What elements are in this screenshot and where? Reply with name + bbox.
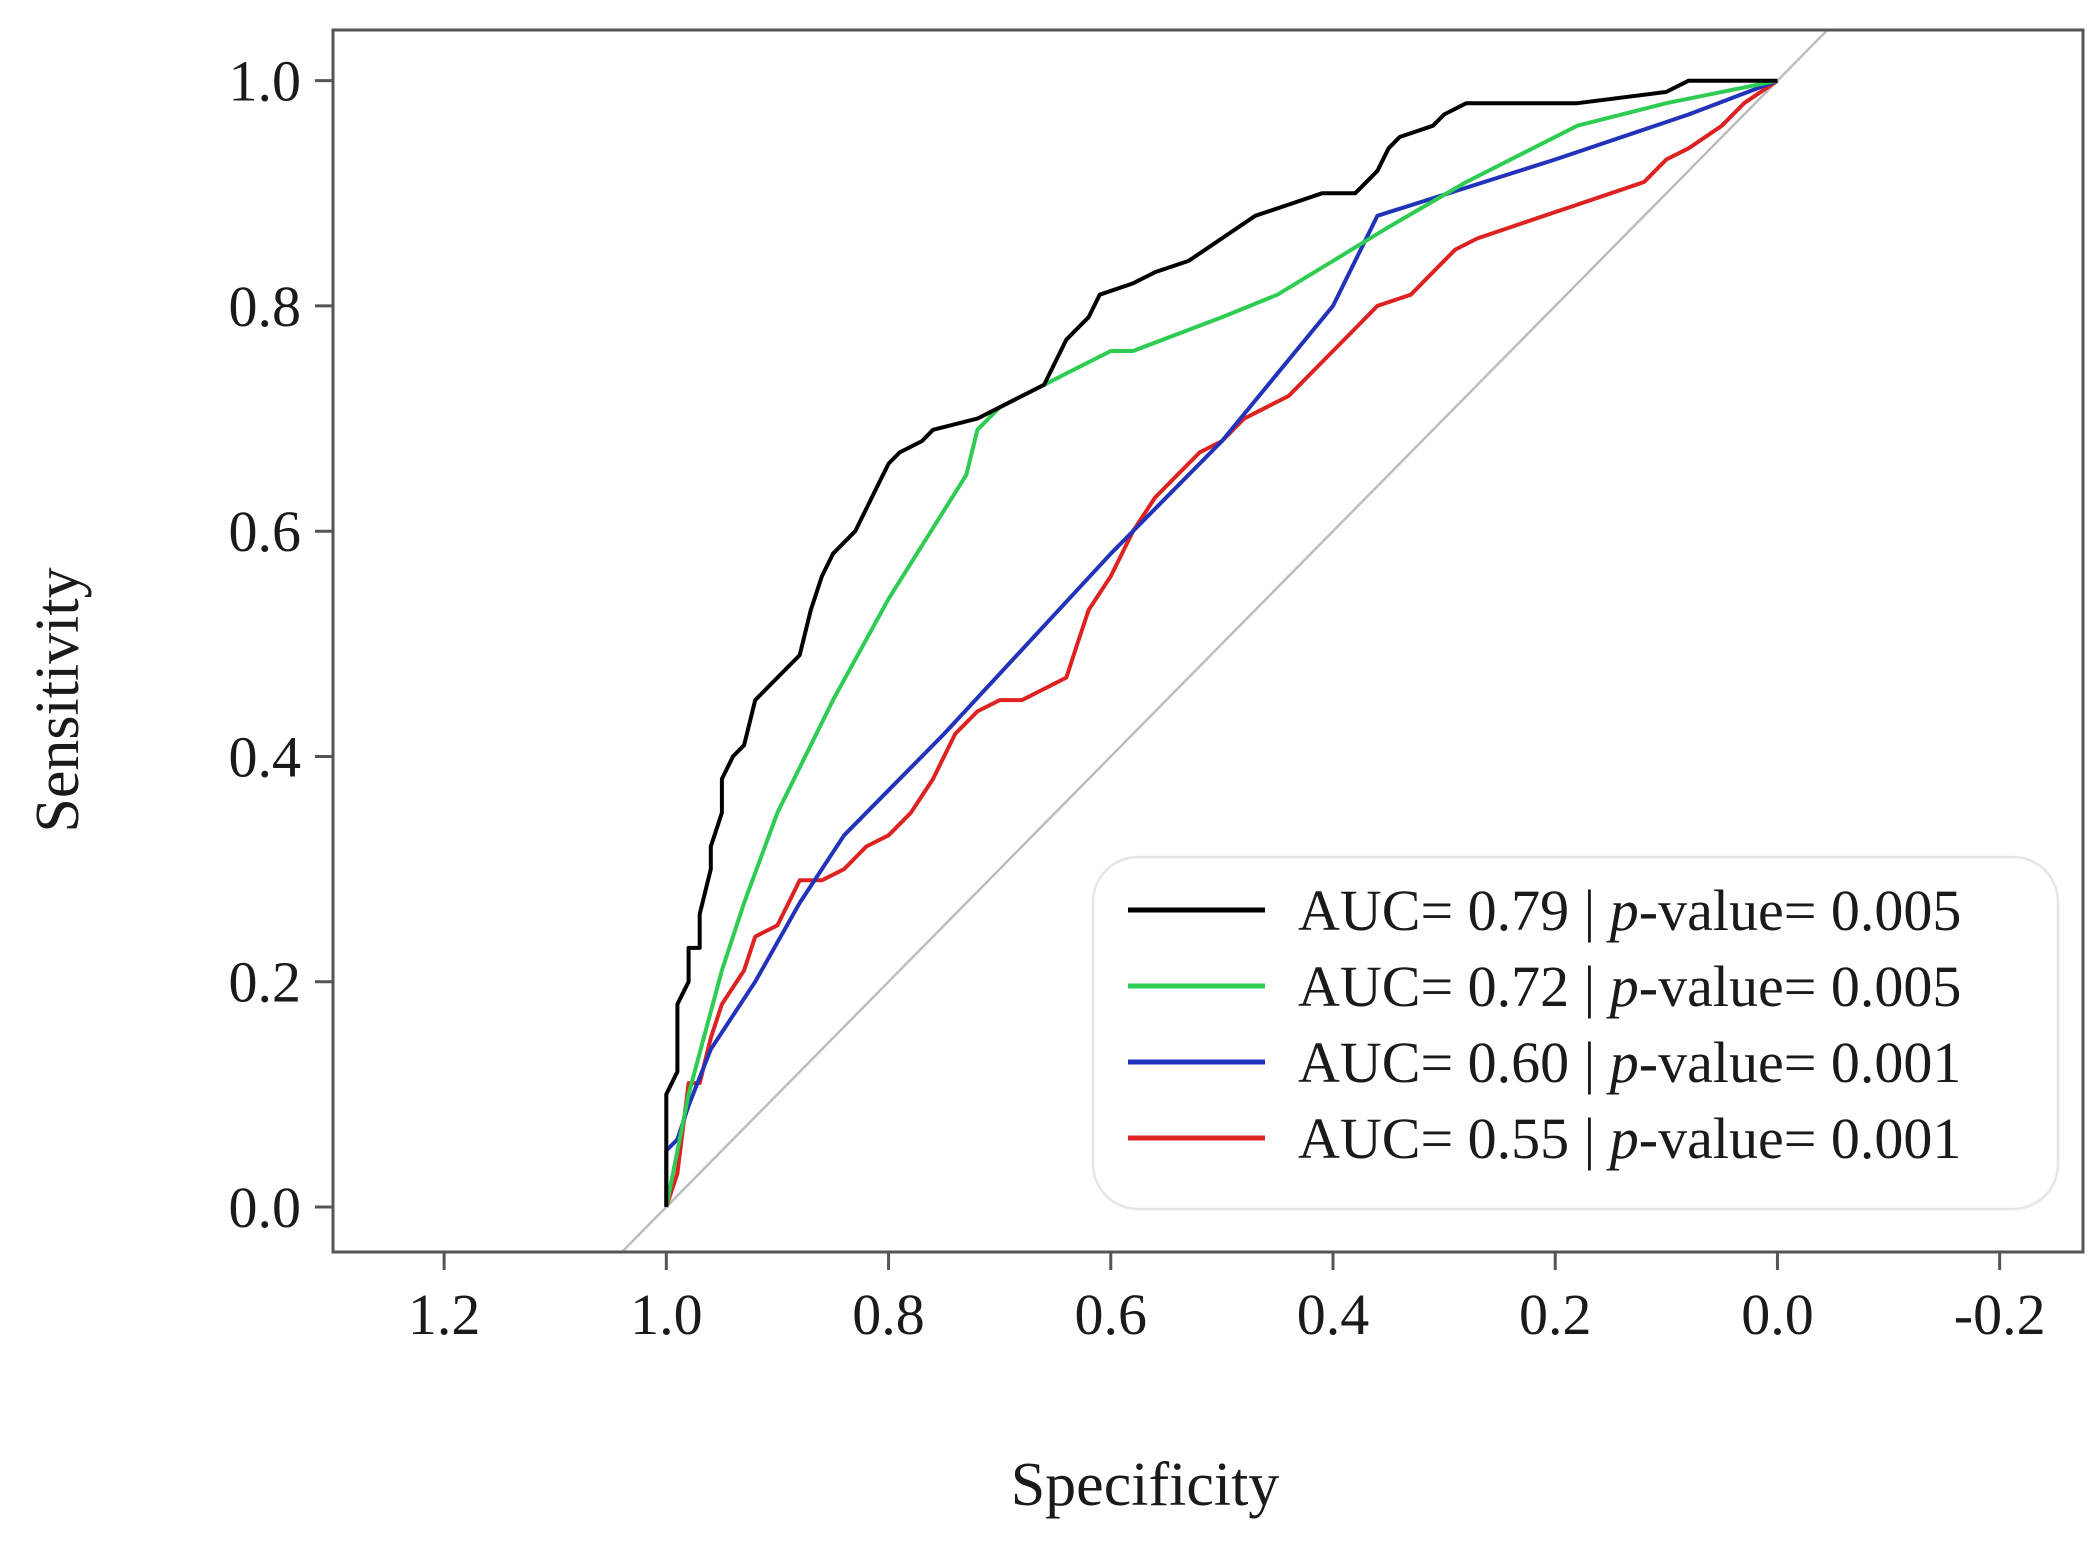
x-axis: 1.2 1.0 0.8 0.6 0.4 0.2 0.0 -0.2 <box>408 1252 2046 1347</box>
x-tick-label: 0.4 <box>1297 1282 1370 1347</box>
roc-curve-079 <box>664 78 1778 1207</box>
y-axis-title: Sensitivity <box>24 567 92 832</box>
y-tick-label: 1.0 <box>229 49 302 114</box>
plot-area <box>331 28 2085 1254</box>
x-tick-label: 0.2 <box>1519 1282 1592 1347</box>
series-layer <box>664 78 1779 1208</box>
x-tick-label: 0.8 <box>852 1282 925 1347</box>
x-tick-label: 1.2 <box>408 1282 481 1347</box>
legend-box <box>1091 855 2060 1211</box>
y-tick-label: 0.4 <box>229 724 302 789</box>
legend-label-072: AUC= 0.72 | p-value= 0.005 <box>1298 954 1961 1019</box>
reference-diagonal <box>620 30 1830 1252</box>
y-axis: 0.0 0.2 0.4 0.6 0.8 1.0 <box>229 49 333 1240</box>
roc-curve-055 <box>664 79 1779 1208</box>
y-tick-label: 0.6 <box>229 499 302 564</box>
legend-label-060: AUC= 0.60 | p-value= 0.001 <box>1298 1030 1961 1095</box>
y-tick-label: 0.8 <box>229 274 302 339</box>
roc-curve-072 <box>664 78 1778 1208</box>
x-tick-label: 0.0 <box>1741 1282 1814 1347</box>
x-tick-label: 1.0 <box>630 1282 703 1347</box>
y-tick-label: 0.0 <box>229 1175 302 1240</box>
x-tick-label: 0.6 <box>1075 1282 1148 1347</box>
legend-label-079: AUC= 0.79 | p-value= 0.005 <box>1298 878 1961 943</box>
legend: AUC= 0.79 | p-value= 0.005 AUC= 0.72 | p-… <box>1091 855 2060 1211</box>
x-axis-title: Specificity <box>1011 1451 1280 1519</box>
y-tick-label: 0.2 <box>229 950 302 1015</box>
legend-label-055: AUC= 0.55 | p-value= 0.001 <box>1298 1106 1961 1171</box>
x-tick-label: -0.2 <box>1954 1282 2046 1347</box>
plot-frame <box>331 28 2085 1254</box>
